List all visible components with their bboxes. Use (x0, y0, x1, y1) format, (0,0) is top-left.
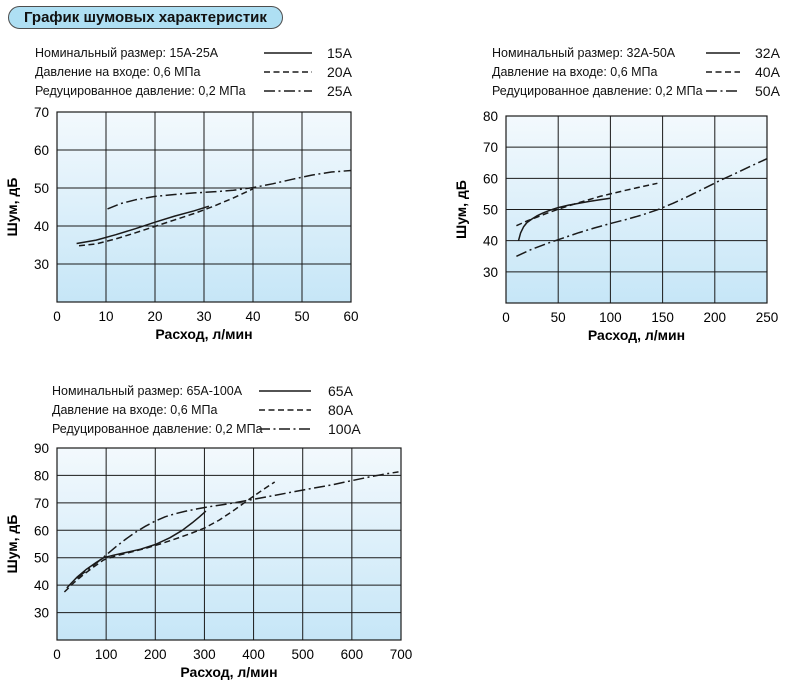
legend-text: Давление на входе: 0,6 МПа (35, 64, 201, 79)
x-tick-label: 500 (291, 647, 314, 662)
legend-text: Редуцированное давление: 0,2 МПа (492, 83, 703, 98)
x-tick-label: 300 (193, 647, 216, 662)
curve-25А (107, 169, 352, 210)
x-tick-label: 60 (343, 309, 358, 324)
x-tick-label: 100 (95, 647, 118, 662)
x-tick-label: 20 (147, 309, 162, 324)
x-tick-label: 0 (502, 310, 510, 325)
curve-80А (63, 481, 276, 593)
x-tick-label: 10 (98, 309, 113, 324)
x-tick-label: 0 (53, 309, 61, 324)
x-tick-label: 0 (53, 647, 61, 662)
y-tick-label: 80 (34, 468, 49, 483)
x-axis-label: Расход, л/мин (588, 327, 685, 343)
x-tick-label: 400 (242, 647, 265, 662)
legend-size-label: 65А (328, 382, 353, 399)
y-tick-label: 50 (483, 203, 498, 218)
y-tick-label: 50 (34, 181, 49, 196)
y-tick-label: 60 (34, 523, 49, 538)
x-tick-label: 250 (756, 310, 779, 325)
x-tick-label: 100 (599, 310, 622, 325)
legend-text: Номинальный размер: 15А-25А (35, 45, 219, 60)
line-style-swatch-dashed (259, 408, 311, 411)
y-tick-label: 30 (34, 257, 49, 272)
x-axis-label: Расход, л/мин (155, 326, 252, 342)
legend-chart-32a-50a: Номинальный размер: 32А-50А 32А Давление… (492, 43, 780, 100)
x-tick-label: 200 (704, 310, 727, 325)
legend-chart-15a-25a: Номинальный размер: 15А-25А 15А Давление… (35, 43, 352, 100)
line-style-swatch-solid (706, 51, 740, 54)
y-axis-label: Шум, дБ (4, 515, 20, 574)
x-tick-label: 30 (196, 309, 211, 324)
curve-50А (516, 158, 768, 257)
x-tick-label: 700 (390, 647, 413, 662)
legend-text: Давление на входе: 0,6 МПа (492, 64, 658, 79)
curve-20А (78, 188, 254, 247)
x-tick-label: 50 (294, 309, 309, 324)
legend-size-label: 40А (755, 63, 780, 80)
page-title: График шумовых характеристик (8, 6, 283, 29)
x-tick-label: 150 (651, 310, 674, 325)
line-style-swatch-dashdot (706, 89, 740, 92)
y-tick-label: 40 (34, 219, 49, 234)
legend-text: Редуцированное давление: 0,2 МПа (35, 83, 246, 98)
y-tick-label: 60 (34, 143, 49, 158)
legend-text: Давление на входе: 0,6 МПа (52, 402, 218, 417)
gridlines (57, 448, 401, 640)
plot-area (56, 447, 402, 641)
noise-chart-15a-25a: 0 10 20 30 40 50 60 30 40 50 60 70 Расход, л/мин Шум,… (4, 105, 359, 342)
legend-text: Номинальный размер: 32А-50А (492, 45, 676, 60)
x-tick-label: 50 (551, 310, 566, 325)
curve-32А (517, 197, 611, 241)
y-axis-label: Шум, дБ (453, 180, 469, 239)
y-tick-label: 30 (34, 606, 49, 621)
x-axis-label: Расход, л/мин (180, 664, 277, 680)
legend-text: Номинальный размер: 65А-100А (52, 383, 243, 398)
legend-size-label: 25А (327, 82, 352, 99)
y-tick-label: 40 (483, 234, 498, 249)
legend-size-label: 100А (328, 420, 361, 437)
legend-text: Редуцированное давление: 0,2 МПа (52, 421, 263, 436)
line-style-swatch-dashdot (264, 89, 312, 92)
noise-chart-65a-100a: 0 100 200 300 400 500 600 700 30 40 50 60 70 80 90 Расх… (4, 441, 413, 680)
y-tick-label: 70 (483, 140, 498, 155)
noise-chart-32a-50a: 0 50 100 150 200 250 30 40 50 60 70 80 Расход, л/мин… (453, 109, 779, 343)
legend-size-label: 20А (327, 63, 352, 80)
legend-chart-65a-100a: Номинальный размер: 65А-100А 65А Давлени… (52, 381, 361, 438)
curve-100А (76, 471, 399, 579)
x-tick-label: 200 (144, 647, 167, 662)
y-tick-label: 70 (34, 496, 49, 511)
line-style-swatch-dashdot (259, 427, 311, 430)
y-tick-label: 70 (34, 105, 49, 120)
y-tick-label: 90 (34, 441, 49, 456)
line-style-swatch-dashed (264, 70, 312, 73)
line-style-swatch-dashed (706, 70, 740, 73)
legend-size-label: 15А (327, 44, 352, 61)
y-tick-label: 50 (34, 551, 49, 566)
legend-size-label: 32А (755, 44, 780, 61)
curve-40А (516, 182, 658, 227)
y-tick-label: 60 (483, 171, 498, 186)
x-tick-label: 40 (245, 309, 260, 324)
line-style-swatch-solid (264, 51, 312, 54)
y-tick-label: 40 (34, 578, 49, 593)
line-style-swatch-solid (259, 389, 311, 392)
x-tick-label: 600 (341, 647, 364, 662)
y-tick-label: 80 (483, 109, 498, 124)
y-tick-label: 30 (483, 265, 498, 280)
y-axis-label: Шум, дБ (4, 178, 20, 237)
curve-15А (76, 205, 210, 245)
legend-size-label: 80А (328, 401, 353, 418)
gridlines (506, 116, 767, 303)
legend-size-label: 50А (755, 82, 780, 99)
